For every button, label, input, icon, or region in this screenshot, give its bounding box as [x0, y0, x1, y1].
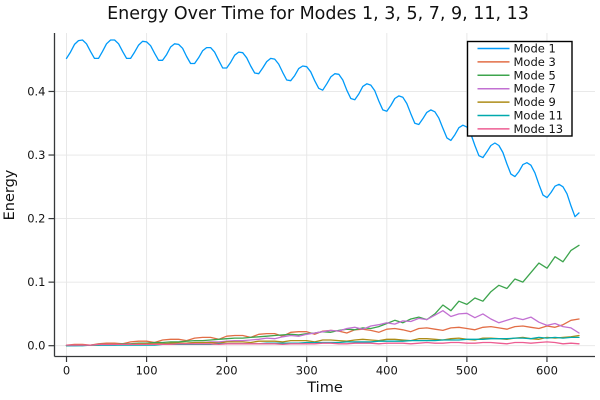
chart-title: Energy Over Time for Modes 1, 3, 5, 7, 9…	[107, 4, 529, 24]
x-axis-label: Time	[306, 380, 343, 396]
legend-label-mode-13: Mode 13	[514, 122, 564, 136]
y-tick-label: 0.4	[27, 84, 45, 98]
x-tick-label: 200	[216, 364, 238, 378]
series-line-mode-11	[65, 336, 580, 347]
chart-series	[65, 39, 580, 347]
series-line-mode-1	[65, 39, 580, 218]
y-tick-label: 0.2	[27, 212, 45, 226]
legend-label-mode-1: Mode 1	[514, 42, 556, 56]
legend-label-mode-9: Mode 9	[514, 95, 556, 109]
x-tick-label: 400	[376, 364, 398, 378]
x-tick-label: 0	[63, 364, 70, 378]
x-tick-label: 100	[136, 364, 158, 378]
legend-label-mode-3: Mode 3	[514, 55, 556, 69]
x-tick-label: 600	[536, 364, 558, 378]
series-line-mode-13	[65, 341, 580, 346]
legend-label-mode-11: Mode 11	[514, 109, 564, 123]
x-tick-label: 500	[456, 364, 478, 378]
x-tick-label: 300	[296, 364, 318, 378]
axes: 0 100 200 300 400 500 600 0.0 0.1 0.2 0.3 0.4	[27, 33, 595, 378]
y-tick-label: 0.3	[27, 148, 45, 162]
legend-label-mode-5: Mode 5	[514, 68, 556, 82]
y-tick-label: 0.1	[27, 275, 45, 289]
y-tick-label: 0.0	[27, 339, 45, 353]
legend-label-mode-7: Mode 7	[514, 82, 556, 96]
y-axis-label: Energy	[2, 169, 18, 220]
